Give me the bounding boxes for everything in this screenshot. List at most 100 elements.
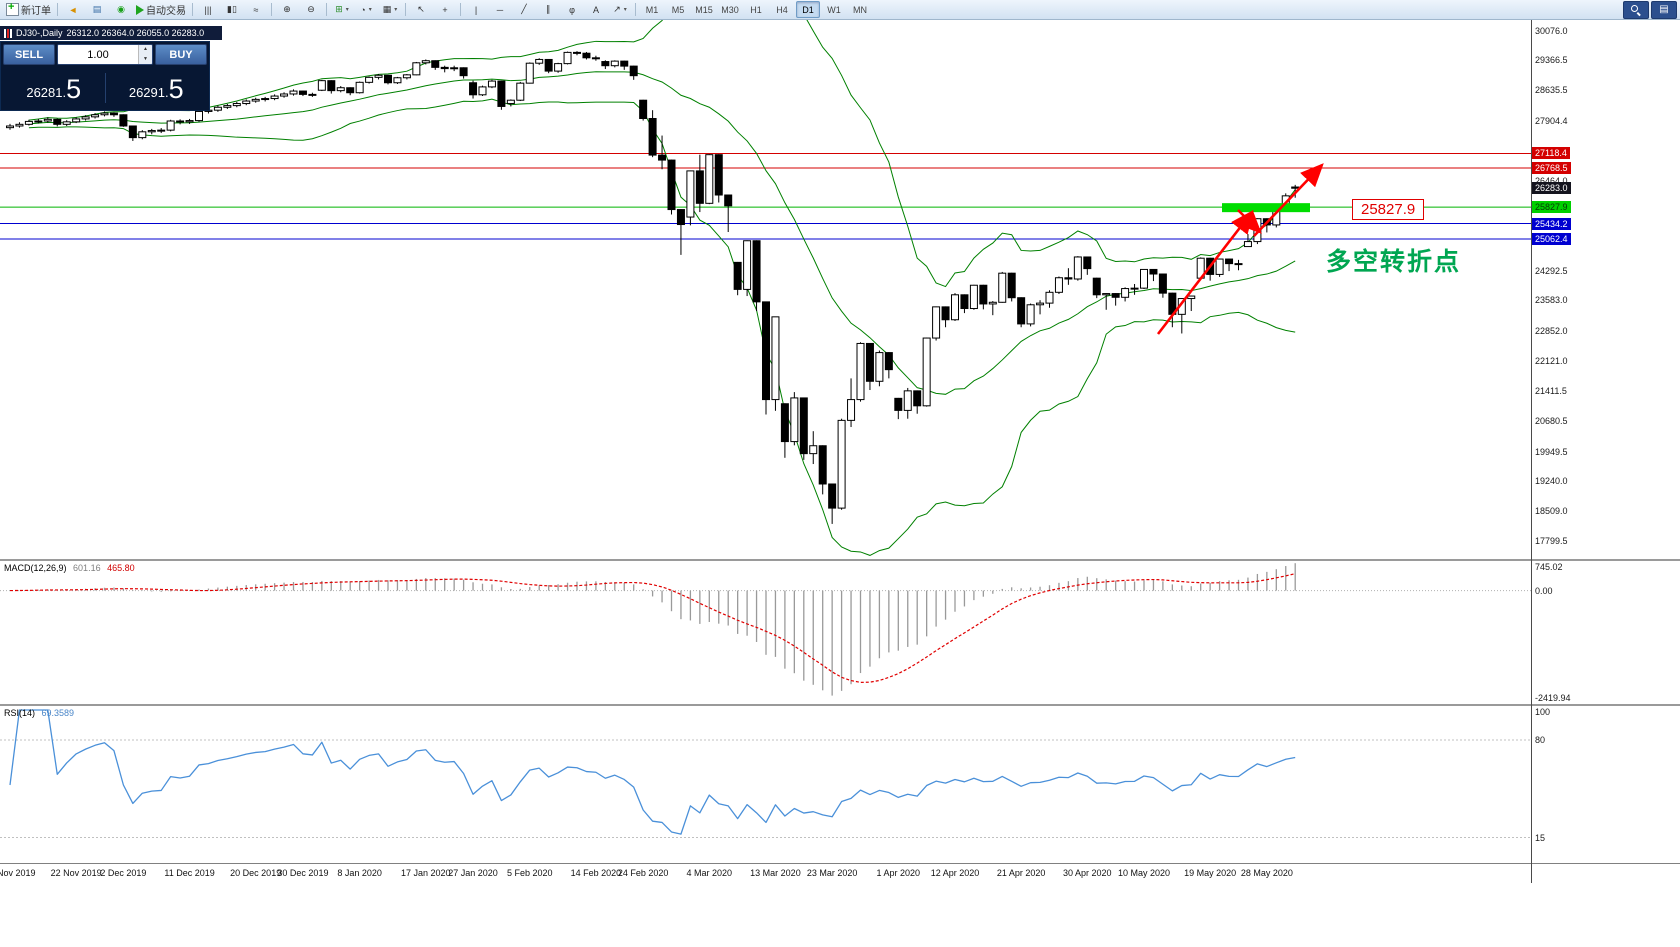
text-button[interactable]: A (584, 1, 608, 19)
vertical-line-button[interactable]: | (464, 1, 488, 19)
timeframe-button-MN[interactable]: MN (853, 4, 867, 15)
crosshair-icon: + (442, 4, 448, 15)
text-icon: A (592, 4, 599, 15)
news-icon: ▤ (92, 4, 102, 14)
megaphone-button[interactable]: ◄ (61, 1, 85, 19)
timeframe-button-M15[interactable]: M15 (695, 4, 713, 15)
zoom-in-button[interactable]: ⊕ (275, 1, 299, 19)
time-axis-label: 30 Apr 2020 (1063, 868, 1112, 878)
volume-up-button[interactable]: ▲ (139, 45, 152, 55)
arrows-icon: ↗ (613, 4, 621, 14)
timeframe-button-M30[interactable]: M30 (721, 4, 739, 15)
price-axis-label: 26464.0 (1535, 175, 1568, 186)
toolbar-separator (460, 3, 461, 16)
candles-chart-icon: ▮▯ (227, 4, 237, 14)
time-axis-label: 13 Mar 2020 (750, 868, 801, 878)
channel-icon: ∥ (545, 4, 551, 14)
templates-button[interactable]: ▦ ▾ (378, 1, 402, 19)
horizontal-line-button[interactable]: ─ (488, 1, 512, 19)
buy-button[interactable]: BUY (155, 44, 207, 65)
price-axis-label: 24292.5 (1535, 265, 1568, 276)
sell-price-pip: 5 (66, 74, 82, 104)
macd-axis[interactable]: 745.02 0.00 -2419.94 (1532, 561, 1680, 704)
macd-chart-surface[interactable] (0, 561, 1531, 704)
time-axis-label: 4 Mar 2020 (686, 868, 733, 878)
time-axis-label: 21 Apr 2020 (996, 868, 1046, 878)
time-axis-label: 19 May 2020 (1184, 868, 1237, 878)
toolbar-separator (57, 3, 58, 16)
timeframe-group: M1 M5 M15 M30 H1 H4 D1 W1 MN (639, 1, 873, 18)
chevron-down-icon: ▾ (345, 7, 349, 13)
volume-down-button[interactable]: ▼ (139, 54, 152, 64)
timeframe-button-W1[interactable]: W1 (827, 4, 841, 15)
macd-axis-label: 0.00 (1535, 585, 1553, 596)
buy-price-main: 26291. (128, 85, 169, 100)
toolbar-separator (271, 3, 272, 16)
price-axis-label: 19949.5 (1535, 446, 1568, 457)
rsi-header: RSI(14) 69.3589 (4, 708, 78, 718)
price-axis-label: 28635.5 (1535, 85, 1568, 96)
channel-button[interactable]: ∥ (536, 1, 560, 19)
chart-titlebar[interactable]: DJ30-,Daily 26312.0 26364.0 26055.0 2628… (0, 26, 222, 40)
price-axis[interactable]: 30076.029366.528635.527904.427173.426464… (1532, 20, 1680, 559)
fibonacci-button[interactable]: φ (560, 1, 584, 19)
zoom-out-icon: ⊖ (307, 4, 315, 14)
time-axis-label: 28 May 2020 (1240, 868, 1293, 878)
chart-ohlc-values: 26312.0 26364.0 26055.0 26283.0 (66, 28, 205, 38)
new-order-label: 新订单 (21, 6, 51, 17)
timeframe-button-H1[interactable]: H1 (750, 4, 762, 15)
rsi-chart-surface[interactable] (0, 706, 1531, 863)
price-level-tag: 25434.2 (1532, 217, 1571, 230)
toolbar-separator (192, 3, 193, 16)
buy-price-pip: 5 (168, 74, 184, 104)
news-button[interactable]: ▤ (85, 1, 109, 19)
vertical-line-icon: | (474, 4, 478, 15)
bars-chart-button[interactable]: ||| (196, 1, 220, 19)
volume-input[interactable] (58, 45, 138, 64)
price-axis-label: 19240.0 (1535, 476, 1568, 487)
trendline-button[interactable]: ╱ (512, 1, 536, 19)
search-button[interactable] (1623, 0, 1649, 19)
zoom-in-icon: ⊕ (283, 4, 291, 14)
line-chart-button[interactable]: ≈ (244, 1, 268, 19)
pane-splitter[interactable] (0, 704, 1680, 707)
rsi-name: RSI(14) (4, 708, 36, 718)
price-axis-label: 21411.5 (1535, 385, 1567, 396)
crosshair-button[interactable]: + (433, 1, 457, 19)
price-level-callout[interactable]: 25827.9 (1352, 199, 1425, 220)
timeframe-button-M5[interactable]: M5 (671, 4, 685, 15)
price-level-tag: 25062.4 (1532, 232, 1571, 245)
turning-point-annotation[interactable]: 多空转折点 (1326, 248, 1462, 276)
signals-button[interactable]: ◉ (109, 1, 133, 19)
time-axis-label: 5 Feb 2020 (506, 868, 553, 878)
buy-price-display: 26291. 5 (106, 76, 208, 103)
macd-signal-value: 465.80 (107, 563, 135, 573)
period-clock-button[interactable]: ◔ ▾ (354, 1, 378, 19)
price-chart-surface[interactable] (0, 20, 1531, 559)
charts-list-button[interactable]: ▤ (1651, 0, 1677, 19)
autotrade-button[interactable]: 自动交易 (133, 1, 189, 19)
rsi-axis[interactable]: 100 80 15 (1532, 706, 1680, 863)
timeframe-button-H4[interactable]: H4 (776, 4, 788, 15)
time-axis-label: 27 Jan 2020 (448, 868, 498, 878)
chart-icon (4, 28, 12, 38)
price-axis-label: 29366.5 (1535, 55, 1568, 66)
top-toolbar: 新订单 ◄▤◉ 自动交易 |||▮▯≈⊕⊖⊞▾◔▾▦▾↖+|─╱∥φA↗▾ M1… (0, 0, 1680, 20)
sell-button[interactable]: SELL (3, 44, 55, 65)
time-axis-label: 8 Jan 2020 (337, 868, 382, 878)
templates-icon: ▦ (382, 4, 392, 14)
cursor-button[interactable]: ↖ (409, 1, 433, 19)
pane-splitter[interactable] (0, 559, 1680, 562)
tile-windows-icon: ⊞ (335, 4, 343, 14)
zoom-out-button[interactable]: ⊖ (299, 1, 323, 19)
candles-chart-button[interactable]: ▮▯ (220, 1, 244, 19)
timeframe-button-M1[interactable]: M1 (645, 4, 659, 15)
macd-main-value: 601.16 (73, 563, 101, 573)
timeframe-button-D1[interactable]: D1 (796, 1, 820, 18)
chevron-down-icon: ▾ (623, 7, 627, 13)
arrows-button[interactable]: ↗ ▾ (608, 1, 632, 19)
time-axis-label: 20 Dec 2019 (230, 868, 282, 878)
new-order-button[interactable]: 新订单 (3, 1, 54, 19)
tile-windows-button[interactable]: ⊞ ▾ (330, 1, 354, 19)
